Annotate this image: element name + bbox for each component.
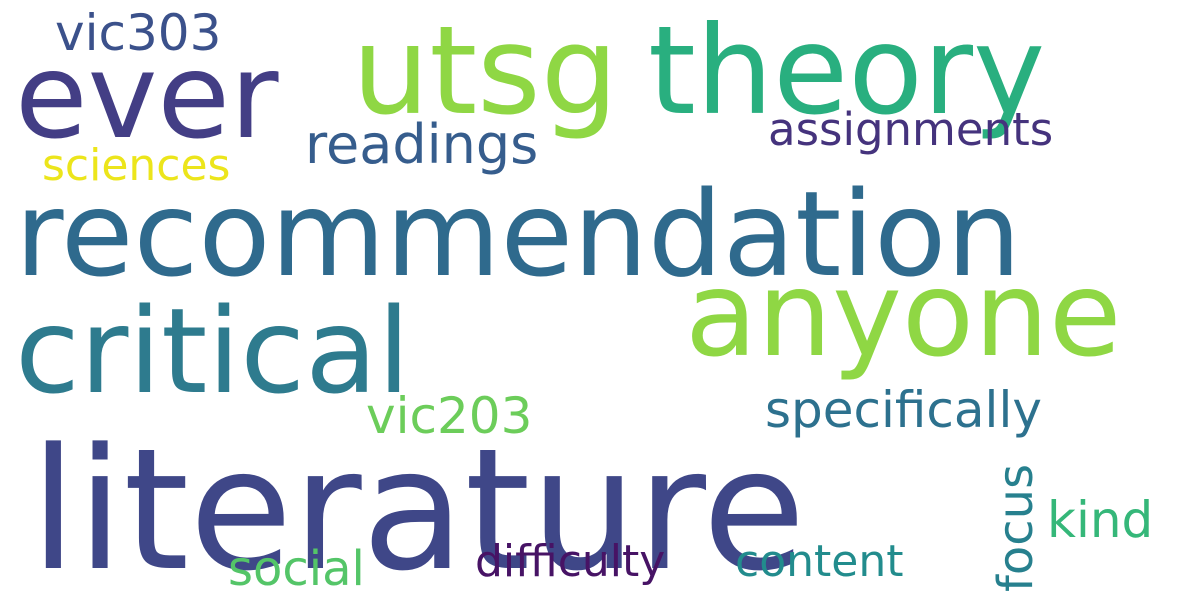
word-literature: literature (30, 410, 1030, 600)
word-critical-text: critical (15, 282, 410, 420)
word-assignments-text: assignments (768, 103, 1053, 156)
word-sciences: sciences (42, 140, 277, 191)
word-readings: readings (305, 113, 580, 176)
word-kind: kind (1047, 491, 1182, 549)
word-utsg-text: utsg (352, 0, 618, 142)
word-vic203: vic203 (366, 387, 571, 445)
word-anyone-text: anyone (685, 245, 1122, 383)
word-specifically: specifically (765, 381, 1175, 448)
word-vic203-text: vic203 (366, 387, 532, 445)
word-focus-text: focus (988, 464, 1044, 592)
word-recommendation-text: recommendation (15, 165, 1021, 303)
word-ever: ever (15, 27, 355, 165)
word-content-text: content (735, 536, 903, 587)
word-assignments: assignments (768, 103, 1088, 156)
word-literature-text: literature (30, 412, 806, 600)
word-vic303-text: vic303 (55, 4, 221, 62)
word-theory-text: theory (648, 0, 1045, 142)
word-anyone: anyone (685, 245, 1195, 385)
word-specifically-text: specifically (765, 381, 1042, 439)
word-social: social (228, 541, 403, 597)
word-theory: theory (648, 0, 1188, 142)
word-ever-text: ever (15, 27, 279, 165)
word-difficulty: difficulty (475, 536, 735, 590)
word-vic303: vic303 (55, 4, 260, 62)
word-recommendation: recommendation (15, 165, 1195, 303)
word-social-text: social (228, 541, 365, 597)
word-critical: critical (15, 282, 695, 420)
word-readings-text: readings (305, 113, 538, 176)
word-difficulty-text: difficulty (475, 536, 665, 587)
word-kind-text: kind (1047, 491, 1153, 549)
word-focus: focus (988, 452, 1044, 597)
word-content: content (735, 536, 915, 587)
word-utsg: utsg (352, 0, 642, 142)
word-sciences-text: sciences (42, 140, 230, 191)
